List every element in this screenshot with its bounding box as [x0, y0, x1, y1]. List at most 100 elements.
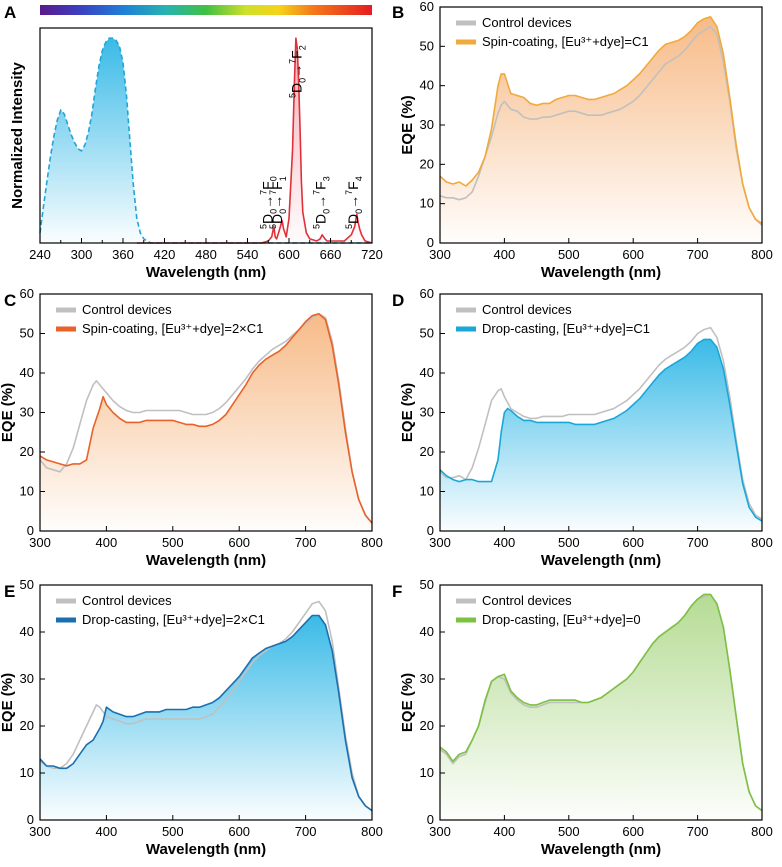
- y-axis-title: Normalized Intensity: [9, 61, 26, 208]
- x-tick-label: 700: [687, 247, 709, 262]
- series-area-a-0: [40, 38, 372, 244]
- panel-b-chart: B 300 400 500 600 700 800 0 10 20 30 40 50 60 Waveleng…: [392, 0, 773, 281]
- x-tick-label: 500: [558, 247, 580, 262]
- x-tick-label: 600: [278, 247, 300, 262]
- y-tick-label: 30: [420, 405, 434, 420]
- legend-label: Drop-casting, [Eu³⁺+dye]=0: [482, 612, 641, 627]
- x-tick-label: 800: [751, 535, 773, 550]
- x-tick-label: 480: [195, 247, 217, 262]
- series-area-a-1: [136, 38, 372, 244]
- x-tick-label: 500: [558, 824, 580, 839]
- y-axis-title: EQE (%): [0, 383, 16, 442]
- x-tick-label: 400: [96, 824, 118, 839]
- x-tick-label: 240: [29, 247, 51, 262]
- y-tick-label: 60: [420, 286, 434, 301]
- legend-label: Control devices: [482, 593, 572, 608]
- series-line-f-1: [439, 593, 763, 812]
- x-tick-label: 800: [361, 824, 383, 839]
- axes-frame-e: [39, 584, 373, 821]
- x-tick-label: 400: [96, 535, 118, 550]
- legend-label: Spin-coating, [Eu³⁺+dye]=C1: [482, 34, 649, 49]
- y-tick-label: 20: [20, 718, 34, 733]
- x-tick-label: 300: [429, 824, 451, 839]
- panel-a-chart: A 240 300 360 420 480 540 600 660 720 Wavelength (…: [4, 3, 383, 281]
- axes-frame-f: [439, 584, 763, 821]
- y-tick-label: 50: [420, 326, 434, 341]
- transition-label: 5D0→7F1: [268, 176, 288, 229]
- y-tick-label: 10: [20, 765, 34, 780]
- series-line-a-1: [136, 37, 373, 244]
- x-tick-label: 800: [751, 247, 773, 262]
- legend-label: Drop-casting, [Eu³⁺+dye]=2×C1: [82, 612, 265, 627]
- y-tick-label: 10: [20, 484, 34, 499]
- x-tick-label: 300: [71, 247, 93, 262]
- y-tick-label: 40: [420, 78, 434, 93]
- panel-letter-f: F: [392, 582, 402, 601]
- x-tick-label: 660: [320, 247, 342, 262]
- panel-letter-e: E: [4, 582, 15, 601]
- y-axis-title: EQE (%): [0, 673, 16, 732]
- panel-letter-d: D: [392, 291, 404, 310]
- x-tick-label: 300: [429, 535, 451, 550]
- y-tick-label: 40: [420, 624, 434, 639]
- x-tick-label: 540: [237, 247, 259, 262]
- x-tick-label: 300: [29, 824, 51, 839]
- y-tick-label: 20: [20, 444, 34, 459]
- x-tick-label: 500: [162, 535, 184, 550]
- x-tick-label: 700: [295, 535, 317, 550]
- x-axis-title: Wavelength (nm): [146, 552, 266, 569]
- y-tick-label: 50: [420, 577, 434, 592]
- x-tick-label: 400: [494, 824, 516, 839]
- x-axis-title: Wavelength (nm): [146, 841, 266, 858]
- x-axis-title: Wavelength (nm): [541, 552, 661, 569]
- series-line-b-0: [439, 25, 763, 226]
- x-tick-label: 600: [228, 824, 250, 839]
- x-tick-label: 360: [112, 247, 134, 262]
- panel-letter-c: C: [4, 291, 16, 310]
- x-tick-label: 800: [361, 535, 383, 550]
- y-tick-label: 50: [20, 326, 34, 341]
- panel-letter-b: B: [392, 3, 404, 22]
- transition-label: 5D0→7F3: [312, 176, 332, 229]
- series-line-d-1: [439, 338, 763, 522]
- y-tick-label: 60: [420, 0, 434, 14]
- series-area-c-1: [40, 313, 372, 531]
- x-tick-label: 700: [295, 824, 317, 839]
- y-tick-label: 30: [20, 405, 34, 420]
- x-tick-label: 600: [228, 535, 250, 550]
- y-tick-label: 10: [420, 484, 434, 499]
- y-axis-title: EQE (%): [399, 383, 416, 442]
- y-tick-label: 0: [27, 523, 34, 538]
- y-tick-label: 50: [20, 577, 34, 592]
- x-tick-label: 500: [558, 535, 580, 550]
- series-area-d-1: [440, 339, 762, 531]
- series-area-f-1: [440, 594, 762, 820]
- legend-label: Control devices: [82, 302, 172, 317]
- x-axis-title: Wavelength (nm): [541, 841, 661, 858]
- x-tick-label: 600: [622, 247, 644, 262]
- panel-e-chart: E 300 400 500 600 700 800 0 10 20 30 40 50 Wavelength…: [0, 577, 383, 858]
- x-tick-label: 720: [361, 247, 383, 262]
- x-tick-label: 400: [494, 535, 516, 550]
- x-tick-label: 600: [622, 535, 644, 550]
- x-tick-label: 600: [622, 824, 644, 839]
- x-tick-label: 300: [429, 247, 451, 262]
- y-tick-label: 0: [427, 523, 434, 538]
- x-tick-label: 500: [162, 824, 184, 839]
- series-line-d-0: [439, 326, 763, 520]
- legend-label: Control devices: [482, 15, 572, 30]
- legend-label: Control devices: [82, 593, 172, 608]
- y-tick-label: 20: [420, 718, 434, 733]
- y-tick-label: 0: [427, 812, 434, 827]
- y-tick-label: 10: [420, 765, 434, 780]
- series-line-e-0: [39, 600, 373, 812]
- y-tick-label: 10: [420, 196, 434, 211]
- y-tick-label: 0: [427, 235, 434, 250]
- x-tick-label: 700: [687, 824, 709, 839]
- panel-c-chart: C 300 400 500 600 700 800 0 10 20 30 40 50 60 Waveleng…: [0, 286, 383, 569]
- transition-label: 5D0→7F0: [258, 176, 278, 229]
- panel-d-chart: D 300 400 500 600 700 800 0 10 20 30 40 50 60 Waveleng…: [392, 286, 773, 569]
- y-tick-label: 50: [420, 38, 434, 53]
- transition-label: 5D0→7F4: [344, 176, 364, 229]
